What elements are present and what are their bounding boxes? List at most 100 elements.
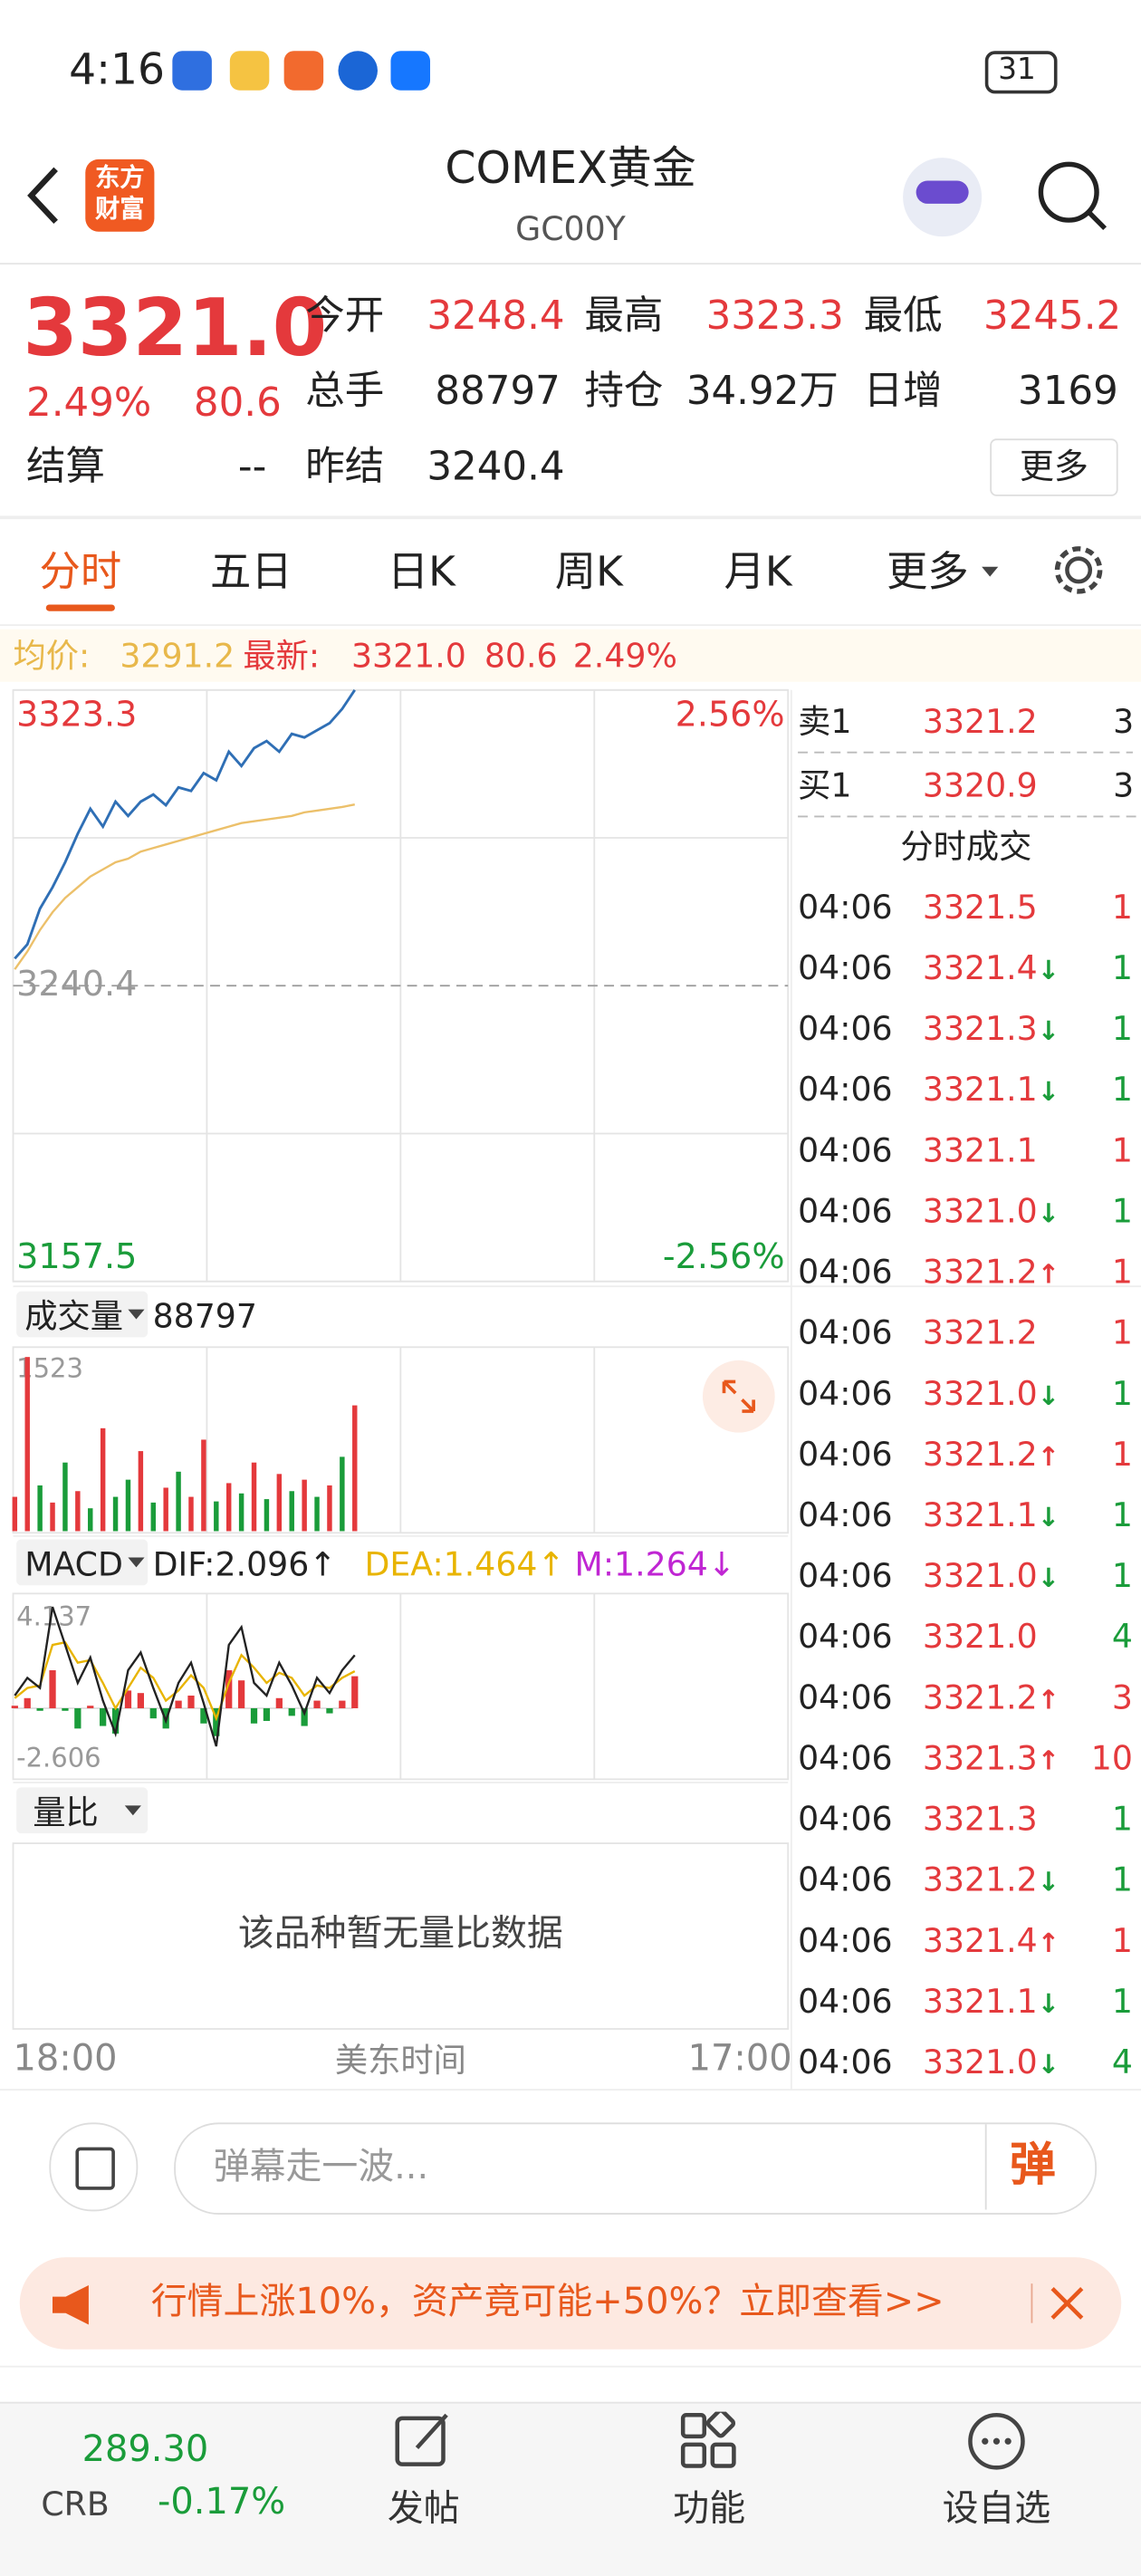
footer-item[interactable]: 功能: [673, 2488, 746, 2531]
trade-time: 04:06: [798, 1373, 893, 1413]
selector[interactable]: [16, 1787, 149, 1834]
volume-bar: [289, 1491, 294, 1532]
tab[interactable]: 更多: [886, 547, 969, 596]
trade-arrow: ↓: [1037, 1987, 1060, 2020]
code: GC00Y: [515, 208, 626, 248]
divider: [0, 515, 1141, 520]
status-time: 4:16: [69, 45, 166, 96]
footer-item[interactable]: 设自选: [942, 2488, 1051, 2531]
volume-bar: [37, 1485, 43, 1532]
trade-volume: 1: [1111, 1008, 1133, 1049]
tab[interactable]: 五日: [210, 547, 292, 596]
macd-bar: [263, 1707, 271, 1721]
trade-price: 3321.0: [922, 1616, 1038, 1657]
trade-price: 3321.1↓: [922, 1495, 1060, 1535]
tab[interactable]: 月K: [724, 547, 792, 596]
trade-price: 3321.0↓: [922, 2042, 1060, 2082]
trade-time: 04:06: [798, 1737, 893, 1778]
index-name[interactable]: CRB: [41, 2484, 110, 2523]
x-label: 18:00: [13, 2038, 118, 2081]
search-button[interactable]: [1034, 158, 1109, 233]
trade-volume: 1: [1111, 1190, 1133, 1231]
banner[interactable]: [19, 2257, 1122, 2350]
buy-label: 买1: [798, 765, 852, 805]
volume-bar: [302, 1479, 307, 1532]
x-label: 美东时间: [334, 2040, 466, 2081]
last-percent: 2.49%: [572, 635, 677, 676]
avatar[interactable]: [903, 158, 983, 237]
trade-volume: 1: [1111, 1312, 1133, 1352]
divider: [984, 2124, 987, 2210]
index-value[interactable]: 289.30: [82, 2429, 209, 2471]
field-value: --: [237, 443, 267, 490]
volume-bar: [327, 1485, 332, 1532]
banner-icon: [53, 2284, 89, 2325]
trade-time: 04:06: [798, 1616, 893, 1657]
expand-button[interactable]: [702, 1360, 775, 1433]
tab[interactable]: 周K: [554, 547, 623, 596]
trade-time: 04:06: [798, 1434, 893, 1474]
ratio-empty: 该品种暂无量比数据: [237, 1914, 563, 1956]
trade-volume: 1: [1111, 887, 1133, 927]
volume-total: 88797: [152, 1296, 257, 1336]
trade-time: 04:06: [798, 1008, 893, 1049]
price-line: [14, 803, 355, 970]
macd-bar: [313, 1700, 321, 1708]
trade-time: 04:06: [798, 1252, 893, 1292]
tab[interactable]: 日K: [387, 547, 455, 596]
macd-bar: [87, 1706, 94, 1708]
dropdown-icon: [982, 566, 999, 577]
footer-item[interactable]: 发帖: [387, 2488, 460, 2531]
field-value: 3323.3: [705, 292, 844, 339]
trade-price: 3321.0↓: [922, 1555, 1060, 1596]
trade-price: 3321.2↓: [922, 1860, 1060, 1899]
price: 3321.0: [23, 282, 328, 375]
status-icon: [172, 51, 212, 91]
close-button[interactable]: [1048, 2283, 1088, 2323]
trade-price: 3321.1↓: [922, 1981, 1060, 2021]
trade-arrow: ↑: [1037, 1258, 1060, 1290]
trade-time: 04:06: [798, 2042, 893, 2082]
expand-icon: [722, 1379, 755, 1413]
macd-bar: [36, 1707, 43, 1711]
back-button[interactable]: [23, 164, 65, 226]
volume-bar: [201, 1439, 206, 1532]
volume-bar: [88, 1508, 93, 1532]
trade-volume: 1: [1111, 1981, 1133, 2021]
field-label: 最低: [863, 292, 943, 339]
field-label: 今开: [305, 292, 385, 339]
trade-arrow: ↑: [1037, 1440, 1060, 1473]
trade-time: 04:06: [798, 1981, 893, 2021]
macd-bar: [100, 1707, 107, 1726]
selector[interactable]: [16, 1291, 149, 1338]
volume-label: 成交量: [24, 1296, 123, 1336]
dea-label: DEA:1.464↑: [364, 1543, 565, 1584]
trade-arrow: ↓: [1037, 1076, 1060, 1108]
trade-arrow: ↑: [1037, 1927, 1060, 1959]
selector[interactable]: [16, 1539, 149, 1586]
macd-bar: [175, 1700, 182, 1708]
logo: 东方 财富: [85, 159, 155, 232]
macd-bar: [24, 1697, 31, 1708]
field-value: 3245.2: [983, 292, 1122, 339]
percent: 2.49%: [26, 379, 152, 426]
trade-arrow: ↓: [1037, 2048, 1060, 2081]
trade-arrow: ↓: [1037, 954, 1060, 986]
tab[interactable]: 分时: [39, 547, 122, 596]
index-change[interactable]: -0.17%: [158, 2482, 286, 2523]
status-icon: [338, 51, 378, 91]
trade-price: 3321.3↓: [922, 1008, 1060, 1049]
more-button[interactable]: 更多: [990, 438, 1118, 496]
danmaku-button[interactable]: 弹: [1009, 2137, 1056, 2192]
m-label: M:1.264↓: [574, 1543, 736, 1584]
trade-price: 3321.1↓: [922, 1069, 1060, 1110]
trade-volume: 1: [1111, 1555, 1133, 1596]
dea-line: [14, 1640, 356, 1722]
macd-bar: [275, 1697, 283, 1708]
settings-button[interactable]: [1050, 543, 1107, 599]
note-button[interactable]: [49, 2122, 139, 2212]
y2-tick-label: 2.56%: [676, 694, 785, 734]
comment-input[interactable]: [174, 2122, 1098, 2215]
trade-volume: 1: [1111, 1495, 1133, 1535]
